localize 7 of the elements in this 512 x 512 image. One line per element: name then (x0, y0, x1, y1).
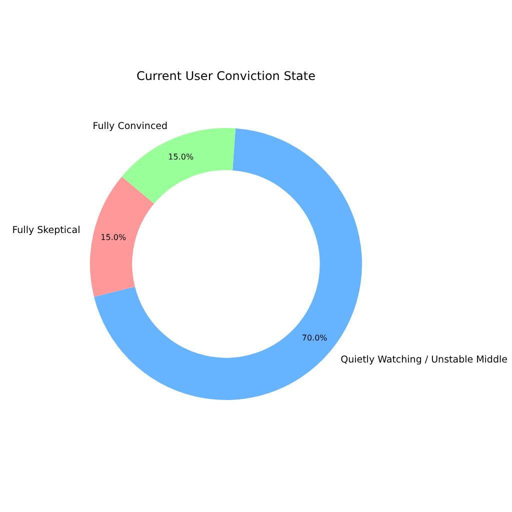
slice-label: Quietly Watching / Unstable Middle (340, 354, 508, 366)
data-label: 15.0% (100, 233, 126, 242)
data-label: 15.0% (168, 152, 194, 162)
slice-label: Fully Convinced (92, 120, 168, 132)
data-label: 70.0% (302, 333, 328, 342)
chart-title: Current User Conviction State (136, 69, 316, 84)
slice-label: Fully Skeptical (12, 224, 80, 236)
